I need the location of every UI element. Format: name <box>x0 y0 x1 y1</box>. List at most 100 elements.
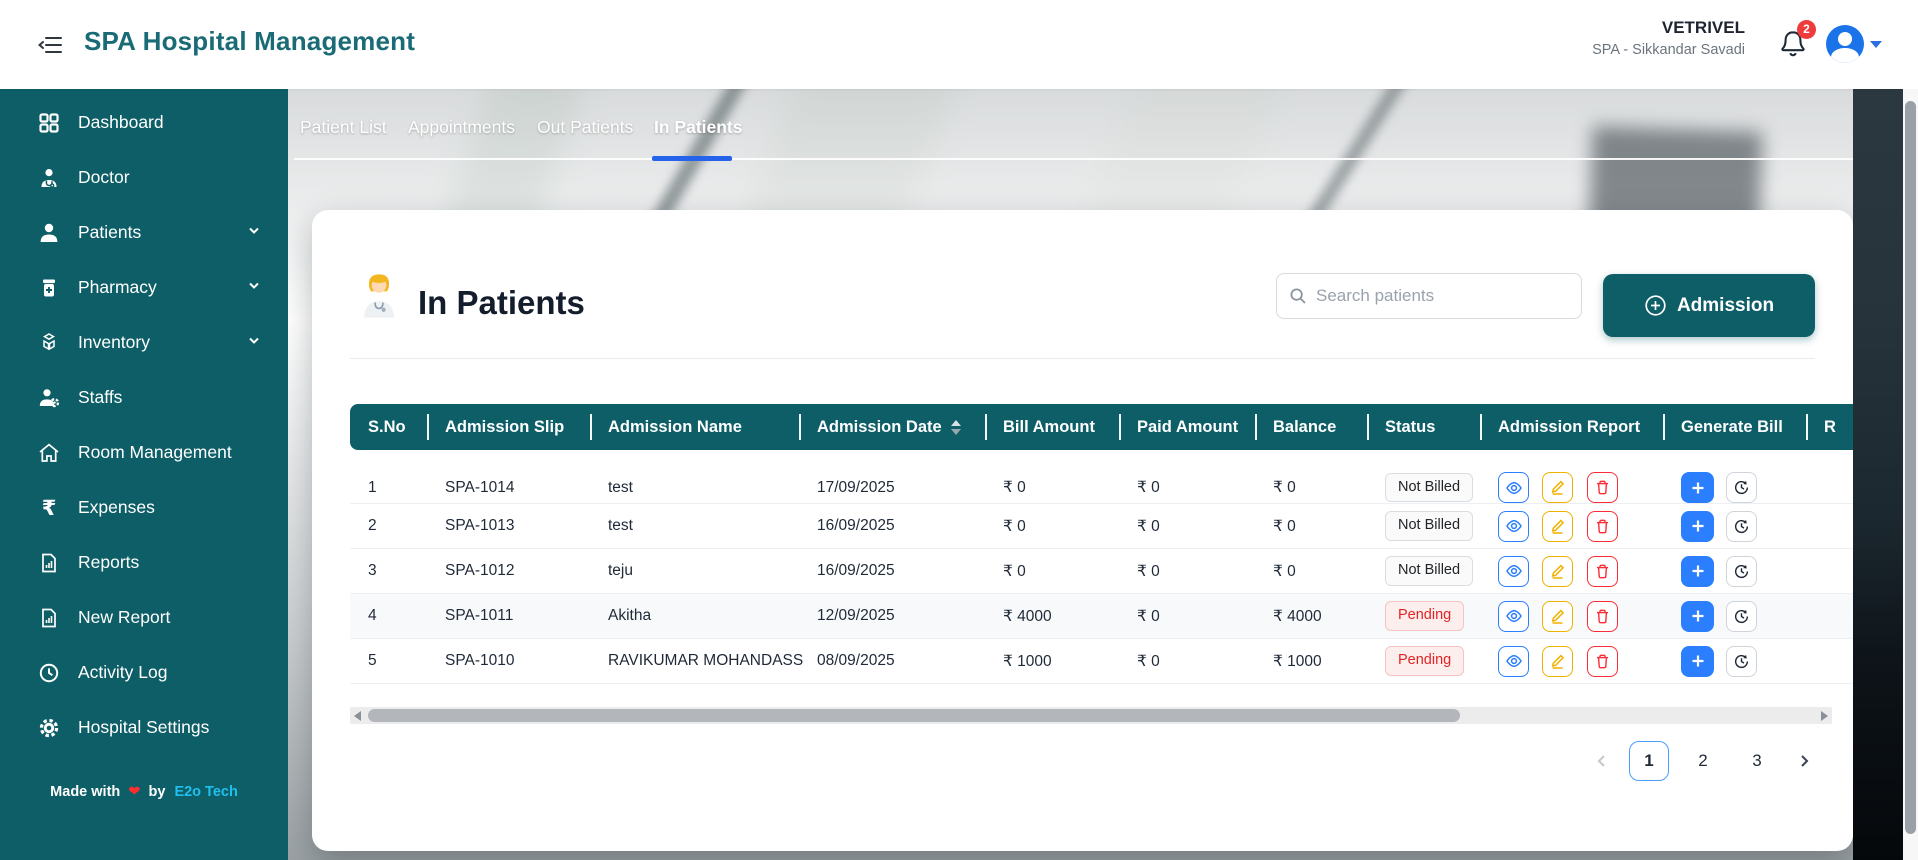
sidebar-item-reports[interactable]: Reports <box>0 535 288 590</box>
plus-circle-icon <box>1645 295 1666 316</box>
sidebar-item-new-report[interactable]: New Report <box>0 590 288 645</box>
sidebar-item-inventory[interactable]: Inventory <box>0 315 288 370</box>
cell-extra <box>1806 549 1853 594</box>
footer-brand-link[interactable]: E2o Tech <box>174 784 238 800</box>
sidebar-item-dashboard[interactable]: Dashboard <box>0 95 288 150</box>
patients-icon <box>36 220 62 246</box>
top-header: SPA Hospital Management VETRIVEL SPA - S… <box>0 0 1918 89</box>
edit-button[interactable] <box>1542 472 1574 503</box>
scroll-right-arrow-icon[interactable] <box>1821 711 1828 721</box>
col-sno: S.No <box>350 404 427 450</box>
bill-history-button[interactable] <box>1726 555 1758 587</box>
cell-balance: ₹ 4000 <box>1255 594 1367 639</box>
cell-actions <box>1480 639 1663 684</box>
horizontal-scrollbar-thumb[interactable] <box>368 709 1460 722</box>
sidebar-item-staffs[interactable]: Staffs <box>0 370 288 425</box>
profile-menu-button[interactable] <box>1826 25 1882 63</box>
report-icon <box>36 605 62 631</box>
page-button-3[interactable]: 3 <box>1737 741 1777 781</box>
staffs-icon <box>36 385 62 411</box>
sidebar-item-hospital-settings[interactable]: Hospital Settings <box>0 700 288 755</box>
plus-icon <box>1692 520 1703 532</box>
tab-out-patients[interactable]: Out Patients <box>537 117 634 137</box>
delete-button[interactable] <box>1586 472 1618 503</box>
page-button-2[interactable]: 2 <box>1683 741 1723 781</box>
add-bill-button[interactable] <box>1681 510 1714 542</box>
notification-badge: 2 <box>1797 20 1816 39</box>
cell-balance: ₹ 0 <box>1255 504 1367 549</box>
cell-sno: 4 <box>350 594 427 639</box>
bill-history-button[interactable] <box>1726 600 1758 632</box>
sidebar-item-label: Activity Log <box>78 662 168 682</box>
delete-button[interactable] <box>1586 510 1618 542</box>
bell-icon <box>1781 30 1805 56</box>
col-admission-date[interactable]: Admission Date <box>799 404 985 450</box>
tab-patient-list[interactable]: Patient List <box>300 117 387 137</box>
sidebar-item-pharmacy[interactable]: Pharmacy <box>0 260 288 315</box>
horizontal-scrollbar[interactable] <box>350 707 1832 724</box>
page-button-1[interactable]: 1 <box>1629 741 1669 781</box>
inventory-icon <box>36 330 62 356</box>
cell-paid: ₹ 0 <box>1119 549 1255 594</box>
add-bill-button[interactable] <box>1681 555 1714 587</box>
tabs-underline <box>294 158 1878 160</box>
admission-button[interactable]: Admission <box>1603 274 1815 337</box>
plus-icon <box>1692 565 1703 577</box>
bill-history-button[interactable] <box>1726 472 1758 503</box>
sidebar-item-activity-log[interactable]: Activity Log <box>0 645 288 700</box>
delete-button[interactable] <box>1586 600 1618 632</box>
view-button[interactable] <box>1498 472 1529 503</box>
cell-generate-bill <box>1663 450 1806 504</box>
cell-name: RAVIKUMAR MOHANDASS <box>590 639 803 684</box>
clock-history-icon <box>1735 564 1749 578</box>
eye-icon <box>1505 654 1522 668</box>
table-row: 1 SPA-1014 test 17/09/2025 ₹ 0 ₹ 0 ₹ 0 N… <box>350 450 1853 504</box>
vertical-scrollbar-thumb[interactable] <box>1905 101 1916 834</box>
add-bill-button[interactable] <box>1681 472 1714 503</box>
pencil-icon <box>1551 480 1565 495</box>
pagination: 1 2 3 <box>1589 741 1817 781</box>
sidebar-item-patients[interactable]: Patients <box>0 205 288 260</box>
plus-icon <box>1692 610 1703 622</box>
edit-button[interactable] <box>1542 645 1574 677</box>
scroll-left-arrow-icon[interactable] <box>354 711 361 721</box>
search-input[interactable] <box>1316 286 1569 306</box>
cell-status: Pending <box>1367 639 1480 684</box>
col-admission-report: Admission Report <box>1480 404 1663 450</box>
view-button[interactable] <box>1498 600 1529 632</box>
bill-history-button[interactable] <box>1726 645 1758 677</box>
edit-button[interactable] <box>1542 600 1574 632</box>
bill-history-button[interactable] <box>1726 510 1758 542</box>
patient-tabs: Patient List Appointments Out Patients I… <box>288 89 1878 169</box>
sidebar-item-doctor[interactable]: Doctor <box>0 150 288 205</box>
notifications-button[interactable]: 2 <box>1776 20 1816 63</box>
clock-history-icon <box>1735 480 1749 495</box>
view-button[interactable] <box>1498 555 1529 587</box>
delete-button[interactable] <box>1586 645 1618 677</box>
sort-icon[interactable] <box>950 419 961 435</box>
vertical-scrollbar[interactable] <box>1903 89 1918 860</box>
view-button[interactable] <box>1498 645 1529 677</box>
sidebar-item-expenses[interactable]: ₹ Expenses <box>0 480 288 535</box>
tab-in-patients[interactable]: In Patients <box>654 117 743 137</box>
cell-sno: 3 <box>350 549 427 594</box>
prev-page-button[interactable] <box>1589 741 1615 781</box>
delete-button[interactable] <box>1586 555 1618 587</box>
avatar-icon <box>1826 25 1864 63</box>
add-bill-button[interactable] <box>1681 600 1714 632</box>
cell-name: test <box>590 504 799 549</box>
menu-toggle-icon[interactable] <box>37 33 64 57</box>
chevron-left-icon <box>1597 755 1605 767</box>
view-button[interactable] <box>1498 510 1529 542</box>
app-title: SPA Hospital Management <box>84 26 416 56</box>
tab-appointments[interactable]: Appointments <box>408 117 516 137</box>
sidebar-item-room-management[interactable]: Room Management <box>0 425 288 480</box>
sidebar-item-label: Reports <box>78 552 140 572</box>
add-bill-button[interactable] <box>1681 645 1714 677</box>
cell-sno: 5 <box>350 639 427 684</box>
edit-button[interactable] <box>1542 555 1574 587</box>
next-page-button[interactable] <box>1791 741 1817 781</box>
cell-extra <box>1806 450 1853 504</box>
edit-button[interactable] <box>1542 510 1574 542</box>
sidebar-item-label: Pharmacy <box>78 277 157 297</box>
